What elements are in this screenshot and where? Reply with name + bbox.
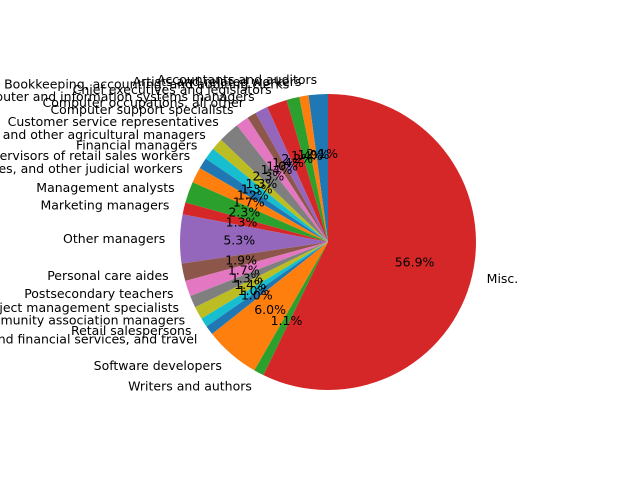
slice-label-farmers-ranchers-and-other-agricultural-managers: Farmers, ranchers, and other agricultura… [0,127,206,142]
slice-label-sales-agents-securities-commodities-and-financial-services-and-travel: Sales agents, securities, commodities, a… [0,332,197,347]
slice-percent-bookkeeping-accounting-and-auditing-clerks: 1.4% [291,148,323,163]
slice-label-artists-and-related-workers: Artists and related workers [133,74,302,89]
pie-slice-first-line-supervisors-of-retail-sales-workers [199,158,328,242]
slice-label-management-analysts: Management analysts [36,180,174,195]
slice-percent-computer-occupations-all-other: 1.0% [266,158,298,173]
slice-percent-other-managers: 5.3% [223,233,255,248]
pie-slice-customer-service-representatives [220,125,328,242]
pie-slice-writers-and-authors [254,242,328,376]
slice-percent-judges-magistrates-and-other-judicial-workers: 1.7% [233,194,265,209]
slice-percent-marketing-managers: 1.3% [226,214,258,229]
slice-label-personal-care-aides: Personal care aides [47,268,168,283]
slice-label-postsecondary-teachers: Postsecondary teachers [24,286,173,301]
slice-percent-computer-and-information-systems-managers: 1.4% [272,155,304,170]
slice-label-software-developers: Software developers [94,358,222,373]
slice-percent-postsecondary-teachers: 1.7% [228,262,260,277]
pie-slice-sales-agents-securities-commodities-and-financial-services-and-travel [206,242,328,335]
slice-percent-software-developers: 6.0% [254,302,286,317]
pie-slice-judges-magistrates-and-other-judicial-workers [192,168,328,242]
pie-slice-artists-and-related-workers [299,95,328,242]
slice-percent-first-line-supervisors-of-retail-sales-workers: 1.2% [237,187,269,202]
pie-slice-management-analysts [185,182,328,242]
slice-label-chief-executives-and-legislators: Chief executives and legislators [73,82,272,97]
slice-label-financial-managers: Financial managers [76,137,197,152]
slice-percent-retail-salespersons: 1.0% [238,283,270,298]
pie-slice-chief-executives-and-legislators [267,99,328,242]
slice-percent-sales-agents-securities-commodities-and-financial-services-and-travel: 1.0% [241,287,273,302]
pie-slice-project-management-specialists [190,242,328,308]
slice-percent-chief-executives-and-legislators: 2.2% [281,151,313,166]
slice-percent-project-management-specialists: 1.3% [231,270,263,285]
slice-label-bookkeeping-accounting-and-auditing-clerks: Bookkeeping, accounting, and auditing cl… [4,76,289,91]
pie-slice-farmers-ranchers-and-other-agricultural-managers [212,139,328,242]
pie-slice-retail-salespersons [201,242,328,327]
pie-slice-marketing-managers [182,202,328,242]
slice-percent-farmers-ranchers-and-other-agricultural-managers: 1.3% [245,176,277,191]
slice-percent-writers-and-authors: 1.1% [271,313,303,328]
pie-slice-software-developers [212,242,328,371]
slice-percent-property-real-estate-and-community-association-managers: 1.4% [234,277,266,292]
slice-label-judges-magistrates-and-other-judicial-workers: Judges, magistrates, and other judicial … [0,161,183,176]
pie-slices [179,94,476,390]
pie-slice-computer-support-specialists [236,117,328,242]
pie-slice-misc [263,94,476,390]
slice-percent-personal-care-aides: 1.9% [225,253,257,268]
slice-label-customer-service-representatives: Customer service representatives [8,114,219,129]
pie-slice-other-managers [179,214,328,264]
slice-percent-computer-support-specialists: 1.4% [261,162,293,177]
slice-percent-customer-service-representatives: 2.3% [253,169,285,184]
pie-slice-property-real-estate-and-community-association-managers [195,242,328,319]
pie-slice-postsecondary-teachers [185,242,328,297]
slice-label-accountants-and-auditors: Accountants and auditors [157,72,317,87]
pie-slice-personal-care-aides [181,242,328,282]
slice-label-misc: Misc. [487,271,519,286]
pie-slice-computer-occupations-all-other [247,112,328,242]
slice-label-computer-and-information-systems-managers: Computer and information systems manager… [0,89,255,104]
pie-slice-computer-and-information-systems-managers [255,107,328,242]
slice-label-property-real-estate-and-community-association-managers: Property, real estate, and community ass… [0,313,185,328]
slice-label-marketing-managers: Marketing managers [40,198,169,213]
slice-percent-artists-and-related-workers: 1.0% [298,147,330,162]
slice-label-project-management-specialists: Project management specialists [0,300,179,315]
slice-percent-misc: 56.9% [395,254,435,269]
slice-label-first-line-supervisors-of-retail-sales-workers: First-line supervisors of retail sales w… [0,148,190,163]
pie-slice-financial-managers [205,148,328,242]
slice-label-computer-support-specialists: Computer support specialists [50,102,233,117]
slice-label-writers-and-authors: Writers and authors [128,378,252,393]
pie-percent-labels: 2.1%1.0%1.4%2.2%1.4%1.0%1.4%2.3%1.3%1.3%… [223,146,434,328]
slice-percent-accountants-and-auditors: 2.1% [306,146,338,161]
slice-label-other-managers: Other managers [63,231,165,246]
pie-slice-bookkeeping-accounting-and-auditing-clerks [286,96,328,242]
pie-slice-accountants-and-auditors [308,94,328,242]
slice-label-computer-occupations-all-other: Computer occupations, all other [43,95,245,110]
slice-label-retail-salespersons: Retail salespersons [71,323,192,338]
slice-percent-financial-managers: 1.3% [241,182,273,197]
slice-percent-management-analysts: 2.3% [228,205,260,220]
